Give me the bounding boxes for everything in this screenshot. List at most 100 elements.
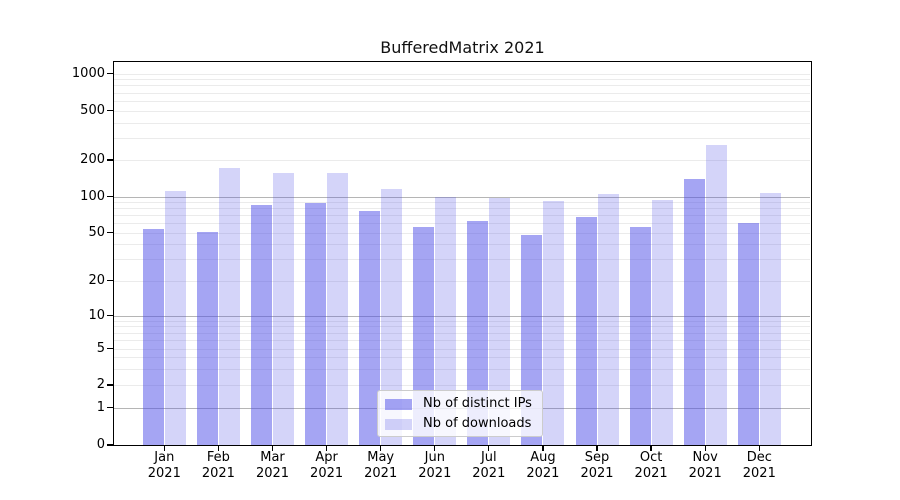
bar-distinct-ips-sep	[575, 217, 597, 445]
month-label: Jul	[480, 450, 497, 465]
y-tick-label: 20	[88, 272, 105, 288]
y-tick	[107, 159, 113, 161]
gridline-major	[114, 315, 810, 317]
year-label: 2021	[364, 465, 398, 481]
x-tick-label-feb: Feb 2021	[190, 450, 246, 481]
gridline-minor	[114, 368, 810, 370]
y-tick	[107, 406, 113, 409]
gridline-minor	[114, 160, 810, 161]
bar-distinct-ips-mar	[251, 204, 272, 445]
x-tick-label-jul: Jul 2021	[461, 450, 517, 481]
bar-distinct-ips-dec	[737, 223, 759, 445]
bar-downloads-feb	[218, 167, 240, 445]
year-label: 2021	[472, 465, 506, 481]
y-tick-label: 50	[88, 224, 105, 240]
x-tick-label-aug: Aug 2021	[515, 450, 571, 481]
x-tick	[650, 446, 652, 451]
legend-swatch-distinct-ips	[385, 398, 412, 410]
x-tick	[380, 446, 382, 451]
x-tick-label-dec: Dec 2021	[731, 450, 787, 481]
year-label: 2021	[688, 465, 722, 481]
bar-downloads-dec	[759, 192, 781, 445]
y-tick-label: 1000	[71, 65, 105, 81]
month-label: Dec	[746, 450, 772, 465]
bar-downloads-oct	[651, 199, 673, 445]
x-tick-label-jun: Jun 2021	[407, 450, 463, 481]
month-label: Sep	[584, 450, 610, 465]
x-tick	[542, 446, 544, 451]
legend-label-distinct-ips: Nb of distinct IPs	[423, 396, 532, 411]
y-tick	[107, 195, 113, 198]
x-tick	[596, 446, 598, 451]
month-label: Oct	[639, 450, 663, 465]
bar-distinct-ips-feb	[196, 231, 218, 445]
gridline-minor	[114, 73, 810, 75]
bar-distinct-ips-jul	[467, 220, 489, 445]
year-label: 2021	[580, 465, 614, 481]
y-tick	[107, 72, 113, 75]
year-label: 2021	[742, 465, 776, 481]
x-tick	[488, 446, 490, 451]
legend-label-downloads: Nb of downloads	[423, 416, 532, 431]
gridline-minor	[114, 100, 810, 102]
year-label: 2021	[418, 465, 452, 481]
y-tick-label: 1	[96, 399, 105, 415]
x-tick-label-oct: Oct 2021	[623, 450, 679, 481]
x-tick	[163, 446, 165, 451]
bar-downloads-aug	[543, 201, 565, 445]
y-tick	[107, 384, 113, 386]
y-tick-label: 500	[80, 102, 105, 118]
y-tick	[107, 231, 113, 234]
x-tick	[758, 446, 760, 451]
x-tick-label-sep: Sep 2021	[569, 450, 625, 481]
gridline-minor	[114, 320, 810, 322]
month-label: Apr	[315, 450, 338, 465]
x-tick-label-jan: Jan 2021	[136, 450, 192, 481]
gridline-minor	[114, 326, 810, 328]
bar-distinct-ips-oct	[629, 226, 651, 445]
x-tick-label-nov: Nov 2021	[677, 450, 733, 481]
y-tick-label: 10	[88, 307, 105, 323]
month-label: Nov	[692, 450, 718, 465]
gridline-minor	[114, 110, 810, 112]
gridline-major	[114, 196, 810, 198]
bar-downloads-jul	[489, 198, 511, 445]
bar-downloads-nov	[705, 144, 727, 445]
gridline-minor	[114, 122, 810, 124]
bar-distinct-ips-may	[359, 211, 381, 445]
y-tick	[107, 347, 113, 350]
legend-item-distinct-ips: Nb of distinct IPs	[385, 396, 536, 412]
legend-item-downloads: Nb of downloads	[385, 416, 536, 432]
gridline-minor	[114, 223, 810, 224]
y-tick-label: 100	[80, 188, 105, 204]
year-label: 2021	[310, 465, 344, 481]
month-label: Jun	[424, 450, 445, 465]
y-tick-label: 200	[80, 152, 105, 167]
chart-title: BufferedMatrix 2021	[380, 38, 545, 57]
year-label: 2021	[201, 465, 235, 481]
bar-downloads-jan	[164, 191, 186, 445]
x-tick	[217, 446, 220, 451]
gridline-minor	[114, 232, 810, 234]
bar-downloads-jun	[435, 196, 457, 445]
gridline-minor	[114, 85, 810, 87]
legend-swatch-downloads	[385, 418, 412, 430]
gridline-minor	[114, 357, 810, 359]
year-label: 2021	[255, 465, 290, 481]
gridline-minor	[114, 138, 810, 140]
bar-downloads-mar	[273, 173, 294, 445]
x-tick	[704, 446, 706, 451]
legend: Nb of distinct IPs Nb of downloads	[377, 390, 543, 437]
month-label: Feb	[206, 450, 230, 465]
month-label: May	[367, 450, 395, 465]
year-label: 2021	[147, 465, 181, 481]
bar-distinct-ips-jan	[142, 228, 164, 445]
x-tick	[325, 446, 328, 451]
gridline-minor	[114, 79, 810, 81]
y-tick-label: 2	[96, 377, 105, 392]
gridline-minor	[114, 332, 810, 334]
gridline-minor	[114, 92, 810, 94]
y-tick	[107, 314, 113, 317]
y-tick	[107, 109, 113, 112]
gridline-minor	[114, 259, 810, 261]
